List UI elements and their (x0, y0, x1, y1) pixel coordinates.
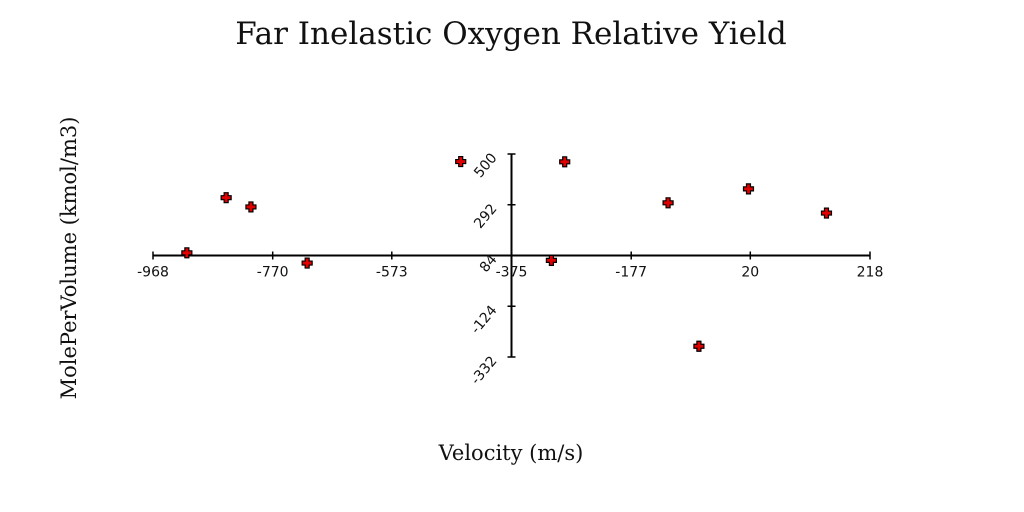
x-tick-label: -375 (496, 265, 528, 281)
data-point (693, 340, 705, 352)
x-tick-label: -573 (376, 265, 408, 281)
data-point (301, 257, 313, 269)
data-point (220, 192, 232, 204)
x-tick-label: -968 (137, 265, 169, 281)
y-tick-label: -124 (468, 302, 501, 337)
y-tick-label: 500 (471, 150, 500, 181)
y-axis-label: MolePerVolume (kmol/m3) (57, 117, 81, 400)
data-point (742, 183, 755, 195)
data-point (545, 254, 558, 266)
y-tick-label: -332 (468, 353, 501, 388)
data-point (455, 155, 467, 168)
chart-title: Far Inelastic Oxygen Relative Yield (235, 16, 787, 52)
x-tick-label: 218 (857, 265, 884, 281)
data-point (820, 207, 833, 219)
y-tick-label: 292 (471, 201, 500, 232)
data-points (181, 155, 833, 352)
x-axis-label: Velocity (m/s) (438, 441, 584, 465)
data-point (662, 197, 674, 209)
x-tick-label: 20 (741, 265, 759, 281)
x-axis-ticks: -968 -770 -573 -375 -177 20 218 (137, 251, 884, 281)
data-point (559, 156, 571, 168)
data-point (245, 201, 257, 213)
x-tick-label: -177 (615, 265, 647, 281)
data-point (181, 247, 193, 259)
x-tick-label: -770 (257, 265, 289, 281)
